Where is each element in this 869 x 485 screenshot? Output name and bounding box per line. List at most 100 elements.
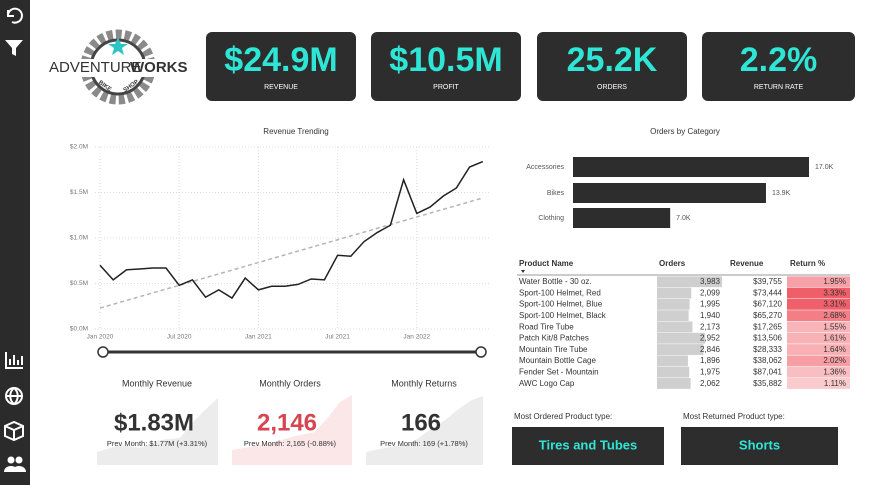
highlight-label: Most Ordered Product type: (514, 412, 612, 421)
revenue-line (99, 160, 484, 300)
sort-indicator (521, 270, 525, 273)
orders-data-bar (657, 298, 690, 310)
orders-cell: 1,940 (700, 311, 721, 320)
return-cell: 1.61% (823, 334, 846, 343)
product-name: Water Bottle - 30 oz. (519, 277, 592, 286)
value-label: 13.9K (772, 190, 791, 197)
product-name: Sport-100 Helmet, Blue (519, 300, 603, 309)
bar (573, 157, 809, 177)
orders-cell: 2,099 (700, 288, 721, 297)
product-name: Mountain Tire Tube (519, 345, 588, 354)
return-heat-cell (787, 321, 850, 333)
return-cell: 3.33% (823, 288, 846, 297)
kpi-label: PROFIT (433, 84, 459, 91)
y-tick-label: $0.5M (70, 280, 88, 287)
kpi-label: RETURN RATE (754, 84, 804, 91)
orders-cell: 3,983 (700, 277, 721, 286)
orders-data-bar (657, 355, 688, 367)
card-prev: Prev Month: 2,165 (-0.88%) (244, 439, 337, 448)
kpi-card (206, 32, 356, 101)
card-prev: Prev Month: $1.77M (+3.31%) (107, 439, 208, 448)
highlight-value: Shorts (739, 437, 780, 452)
orders-data-bar (657, 344, 704, 355)
slider[interactable] (97, 346, 487, 358)
return-heat-cell (787, 332, 850, 344)
logo-word2: WORKS (130, 59, 188, 76)
chart-title: Orders by Category (650, 127, 720, 136)
return-cell: 1.36% (823, 368, 846, 377)
chart-icon[interactable] (5, 352, 23, 369)
kpi-value: $24.9M (224, 41, 337, 79)
undo-icon[interactable] (7, 7, 23, 24)
column-header[interactable]: Product Name (519, 259, 574, 268)
box-icon[interactable] (4, 420, 24, 442)
orders-data-bar (657, 321, 693, 333)
orders-data-bar (657, 366, 690, 378)
kpi-value: 25.2K (567, 41, 658, 79)
card-value: $1.83M (114, 409, 194, 436)
kpi-card (702, 32, 855, 101)
category-label: Bikes (547, 190, 565, 197)
y-tick-label: $0.0M (70, 326, 88, 333)
x-tick-label: Jan 2022 (403, 334, 430, 341)
return-heat-cell (787, 276, 850, 288)
x-tick-label: Jul 2021 (325, 334, 350, 341)
sidebar (0, 0, 30, 485)
return-heat-cell (787, 298, 850, 310)
kpi-label: ORDERS (597, 84, 627, 91)
y-tick-label: $1.5M (70, 189, 88, 196)
orders-cell: 1,975 (700, 368, 721, 377)
orders-cell: 1,896 (700, 356, 721, 365)
column-header[interactable]: Revenue (730, 259, 764, 268)
orders-data-bar (657, 276, 722, 288)
column-header[interactable]: Return % (790, 259, 825, 268)
card-prev: Prev Month: 169 (+1.78%) (380, 439, 468, 448)
kpi-value: $10.5M (389, 41, 502, 79)
product-name: Patch Kit/8 Patches (519, 334, 589, 343)
return-heat-cell (787, 287, 850, 299)
orders-cell: 1,995 (700, 300, 721, 309)
chart-title: Revenue Trending (263, 127, 328, 136)
return-cell: 2.68% (823, 311, 846, 320)
x-tick-label: Jul 2020 (167, 334, 192, 341)
card-title: Monthly Revenue (122, 378, 192, 388)
orders-cell: 2,062 (700, 379, 721, 388)
return-heat-cell (787, 344, 850, 355)
highlight-value: Tires and Tubes (539, 437, 638, 452)
return-cell: 1.95% (823, 277, 846, 286)
bar (573, 183, 766, 203)
highlight-card (681, 427, 838, 465)
product-name: Fender Set - Mountain (519, 368, 599, 377)
kpi-value: 2.2% (740, 41, 818, 79)
highlight-label: Most Returned Product type: (683, 412, 785, 421)
filter-icon[interactable] (5, 40, 23, 56)
return-cell: 2.02% (823, 356, 846, 365)
orders-cell: 2,952 (700, 334, 721, 343)
orders-data-bar (657, 287, 692, 299)
product-name: Road Tire Tube (519, 322, 574, 331)
highlight-card (512, 427, 664, 465)
kpi-label: REVENUE (264, 84, 298, 91)
revenue-cell: $39,755 (753, 277, 782, 286)
revenue-cell: $38,062 (753, 356, 782, 365)
card-value: 166 (401, 409, 441, 436)
return-cell: 1.55% (823, 322, 846, 331)
return-cell: 1.11% (824, 379, 846, 388)
sparkline-backgrounds (97, 395, 483, 465)
users-icon[interactable] (4, 456, 26, 473)
revenue-cell: $67,120 (753, 300, 782, 309)
y-tick-label: $1.0M (70, 235, 88, 242)
card-title: Monthly Returns (391, 378, 457, 388)
return-cell: 3.31% (823, 300, 846, 309)
product-name: AWC Logo Cap (519, 379, 575, 388)
orders-cell: 2,846 (700, 345, 721, 354)
revenue-cell: $65,270 (753, 311, 782, 320)
return-heat-cell (787, 378, 850, 389)
kpi-card (371, 32, 521, 101)
logo: ADVENTURE WORKS BIKE SHOP (48, 29, 188, 105)
category-label: Clothing (538, 215, 564, 222)
column-header[interactable]: Orders (659, 259, 686, 268)
globe-icon[interactable] (5, 387, 23, 406)
revenue-cell: $35,882 (753, 379, 782, 388)
